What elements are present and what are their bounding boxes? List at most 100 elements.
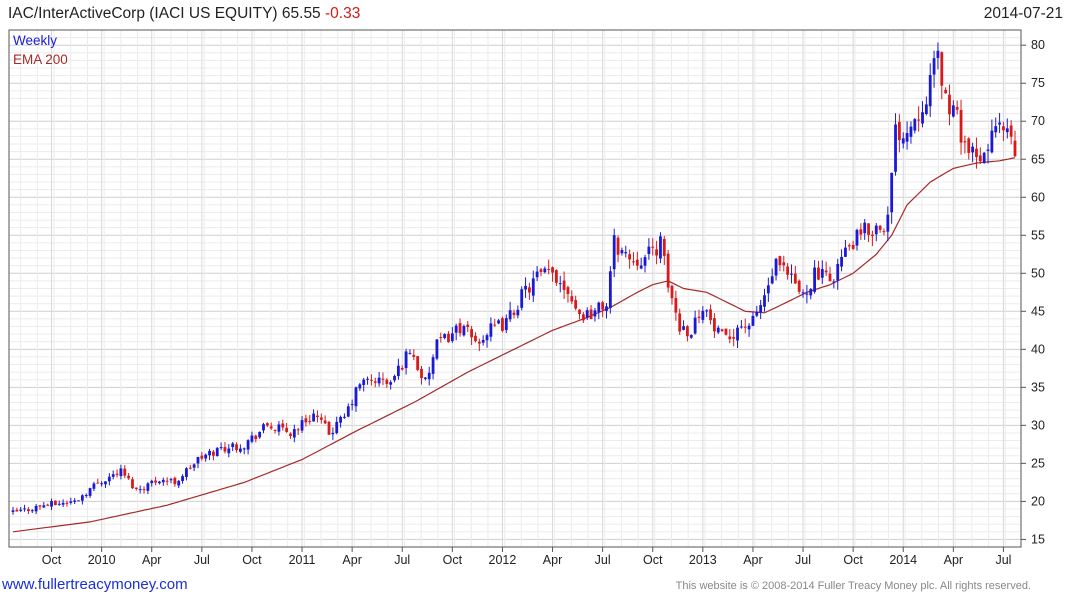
- candle-down: [373, 381, 377, 383]
- candle-up: [450, 333, 454, 342]
- candle-up: [928, 74, 932, 107]
- candle-down: [709, 309, 712, 321]
- x-axis: Oct 2010 Apr Jul Oct 2011 Apr Jul Oct 2012 Apr Jul O…: [42, 547, 1011, 567]
- candle-down: [674, 297, 678, 313]
- y-tick-label: 35: [1031, 380, 1045, 394]
- y-tick-label: 30: [1031, 418, 1045, 432]
- y-tick-label: 40: [1031, 342, 1045, 356]
- candle-down: [416, 356, 420, 370]
- candle-down: [686, 326, 689, 337]
- candle-up: [242, 448, 246, 450]
- x-tick-label: Apr: [743, 553, 762, 567]
- candle-up: [508, 310, 512, 320]
- candle-up: [219, 447, 223, 449]
- site-link[interactable]: www.fullertreacymoney.com: [2, 576, 188, 593]
- candle-up: [208, 450, 211, 456]
- candle-down: [400, 368, 404, 370]
- candle-up: [185, 468, 188, 478]
- candle-down: [824, 270, 828, 273]
- candle-up: [393, 376, 396, 381]
- candle-up: [543, 268, 547, 273]
- candle-up: [516, 309, 520, 316]
- candle-up: [759, 305, 763, 313]
- candle-down: [940, 52, 944, 86]
- candle-down: [871, 234, 874, 237]
- candle-up: [104, 481, 107, 485]
- candle-down: [212, 451, 215, 456]
- candle-up: [766, 285, 770, 294]
- candle-up: [362, 379, 366, 385]
- candle-down: [65, 502, 69, 504]
- ema-200-line: [12, 157, 1016, 533]
- candle-down: [578, 309, 581, 314]
- candle-up: [435, 339, 439, 359]
- candle-down: [655, 249, 658, 256]
- candle-down: [975, 148, 978, 158]
- candle-up: [77, 500, 80, 502]
- candle-down: [978, 155, 982, 162]
- candle-down: [581, 314, 585, 321]
- candle-up: [423, 377, 427, 379]
- candle-up: [874, 225, 878, 235]
- candle-down: [123, 468, 127, 476]
- candle-up: [485, 335, 489, 341]
- candle-down: [458, 323, 462, 334]
- candle-up: [11, 510, 15, 513]
- candle-down: [547, 268, 551, 270]
- candle-up: [585, 310, 589, 318]
- candle-down: [554, 270, 558, 283]
- candle-up: [119, 468, 123, 477]
- candle-up: [504, 318, 508, 331]
- candle-down: [793, 273, 797, 284]
- copyright-notice: This website is © 2008-2014 Fuller Treac…: [675, 580, 1031, 592]
- candle-down: [134, 487, 138, 489]
- candle-up: [597, 302, 601, 312]
- candle-up: [863, 222, 867, 234]
- candle-up: [215, 448, 219, 457]
- x-tick-label: Apr: [944, 553, 963, 567]
- candle-up: [990, 130, 994, 153]
- candle-up: [489, 323, 493, 337]
- candle-up: [921, 112, 924, 124]
- y-tick-label: 50: [1031, 266, 1045, 280]
- candle-up: [146, 483, 150, 491]
- candle-up: [158, 481, 161, 484]
- chart-header: IAC/InterActiveCorp (IACI US EQUITY) 65.…: [0, 0, 1075, 28]
- candle-up: [608, 271, 612, 308]
- legend-weekly: Weekly: [13, 33, 57, 48]
- candle-down: [566, 287, 570, 295]
- x-tick-label: Apr: [543, 553, 562, 567]
- candle-down: [173, 477, 177, 485]
- candle-down: [635, 259, 639, 266]
- candle-up: [238, 448, 242, 452]
- candle-down: [817, 267, 820, 280]
- candle-down: [628, 254, 632, 260]
- candle-down: [235, 444, 238, 451]
- title-text: IAC/InterActiveCorp (IACI US EQUITY) 65.…: [8, 5, 321, 22]
- candle-up: [531, 278, 535, 296]
- x-tick-label: Apr: [142, 553, 161, 567]
- x-tick-label: Jul: [995, 553, 1011, 567]
- ema-200-path: [12, 157, 1016, 533]
- candle-down: [281, 423, 285, 428]
- legend-ema-200: EMA 200: [13, 52, 68, 67]
- candle-up: [181, 476, 184, 481]
- candle-down: [828, 273, 832, 282]
- candle-up: [924, 104, 928, 115]
- candle-up: [716, 327, 720, 333]
- x-tick-label: 2012: [489, 553, 517, 567]
- candle-up: [763, 295, 766, 307]
- candle-down: [154, 480, 157, 483]
- y-tick-label: 15: [1031, 532, 1045, 546]
- candle-up: [138, 489, 142, 491]
- candle-down: [53, 500, 57, 506]
- candle-up: [431, 357, 435, 374]
- y-axis: 15 20 25 30 35 40 45 50 55 60 65 70 75 80: [1021, 38, 1045, 546]
- y-tick-label: 60: [1031, 190, 1045, 204]
- x-tick-label: Apr: [342, 553, 361, 567]
- x-tick-label: 2011: [289, 553, 316, 567]
- candle-up: [292, 429, 296, 438]
- candle-down: [96, 482, 100, 484]
- x-tick-label: 2014: [889, 553, 917, 567]
- candle-down: [131, 479, 134, 489]
